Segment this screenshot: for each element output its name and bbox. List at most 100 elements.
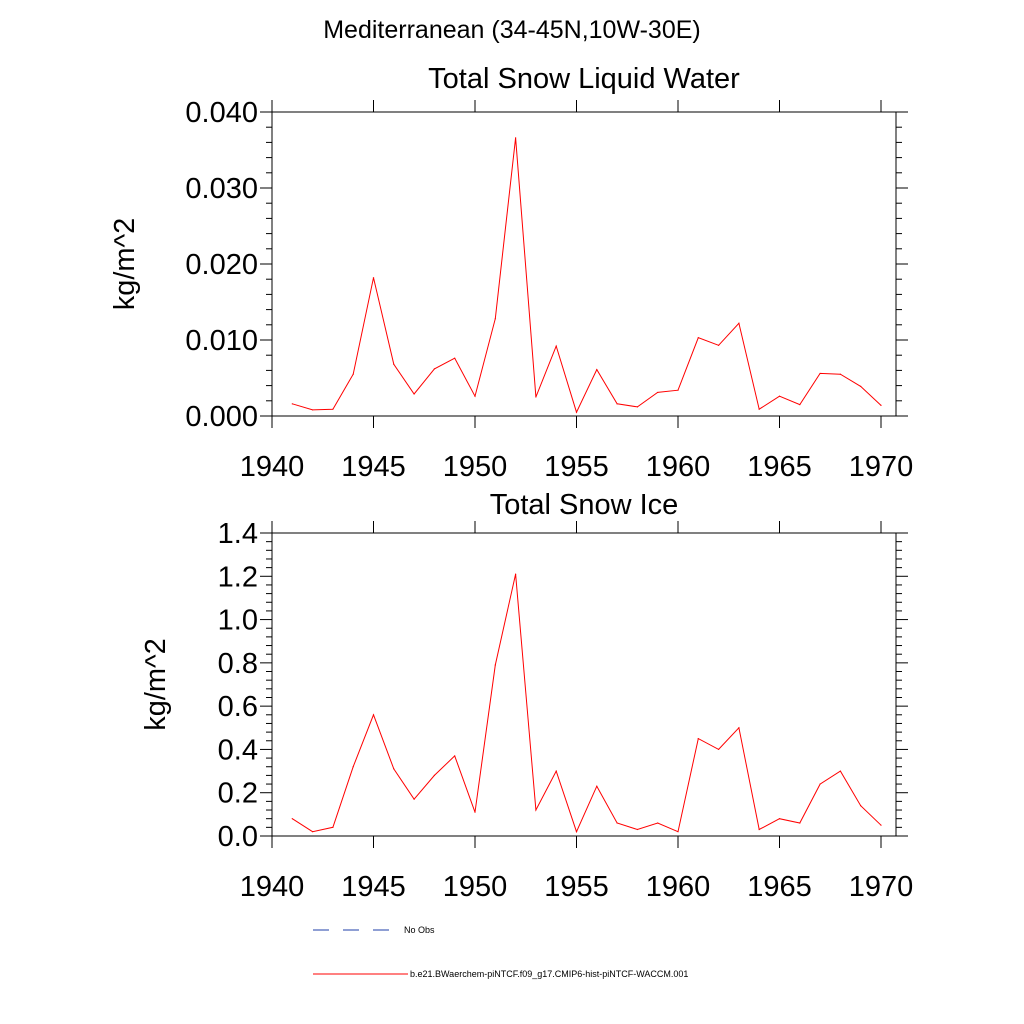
y-tick-label: 1.0 [218, 605, 258, 637]
x-tick-label: 1940 [240, 871, 305, 903]
data-point [312, 409, 314, 411]
data-point [677, 389, 679, 391]
data-point [839, 770, 842, 772]
data-point [778, 818, 781, 820]
y-tick-label: 0.030 [185, 173, 258, 205]
y-tick-label: 0.040 [185, 97, 258, 129]
x-tick-label: 1940 [240, 451, 305, 483]
y-tick-label: 0.2 [218, 778, 258, 810]
data-point [697, 738, 699, 740]
data-point [677, 831, 679, 833]
data-point [352, 766, 354, 768]
data-point [332, 826, 334, 828]
data-point [738, 727, 740, 729]
data-point [799, 822, 801, 824]
series-line [292, 137, 882, 414]
data-point [454, 755, 456, 757]
data-point [515, 137, 517, 139]
data-point [555, 345, 557, 347]
data-point [494, 318, 496, 320]
x-tick-label: 1955 [544, 451, 609, 483]
data-point [819, 783, 821, 785]
data-point [880, 824, 882, 826]
data-point [860, 805, 862, 807]
data-point [657, 822, 659, 824]
y-axis-label: kg/m^2 [140, 638, 172, 731]
data-point [657, 391, 659, 394]
plot-frame [271, 532, 897, 837]
panel-title: Total Snow Ice [490, 489, 679, 521]
data-point [860, 385, 862, 387]
data-point [312, 831, 314, 833]
x-tick-label: 1970 [849, 451, 914, 483]
data-point [758, 828, 760, 831]
x-tick-label: 1955 [544, 871, 609, 903]
x-tick-label: 1945 [341, 871, 406, 903]
data-point [515, 573, 517, 575]
data-point [433, 774, 435, 777]
data-point [778, 395, 781, 397]
data-point [799, 404, 801, 406]
panel-title: Total Snow Liquid Water [428, 63, 740, 95]
y-tick-label: 0.8 [218, 648, 258, 680]
x-tick-label: 1965 [747, 871, 812, 903]
data-point [535, 809, 537, 811]
x-tick-label: 1950 [443, 871, 508, 903]
data-point [372, 714, 375, 716]
x-tick-label: 1970 [849, 871, 914, 903]
data-point [636, 406, 639, 408]
data-point [413, 798, 415, 800]
data-point [575, 411, 578, 413]
data-point [616, 822, 618, 824]
data-point [474, 811, 476, 813]
x-tick-label: 1950 [443, 451, 508, 483]
x-tick-label: 1960 [646, 451, 711, 483]
data-point [758, 408, 760, 410]
x-tick-label: 1960 [646, 871, 711, 903]
data-point [738, 322, 740, 324]
data-point [596, 785, 598, 787]
y-tick-label: 0.6 [218, 691, 258, 723]
data-point [372, 277, 375, 279]
data-point [636, 828, 639, 831]
x-tick-label: 1945 [341, 451, 406, 483]
data-point [880, 404, 882, 406]
data-point [413, 393, 415, 395]
plot-frame [271, 111, 897, 417]
data-point [718, 344, 720, 346]
data-point [718, 748, 720, 751]
y-tick-label: 0.4 [218, 734, 258, 766]
data-point [819, 372, 821, 375]
panel-snow-liquid-water: Total Snow Liquid Water 0.000 0.010 0.020 0.… [109, 63, 913, 483]
data-point [291, 818, 293, 820]
data-point [575, 831, 578, 833]
y-tick-label: 0.010 [185, 325, 258, 357]
data-point [535, 396, 537, 398]
legend: No Obs b.e21.BWaerchem-piNTCF.f09_g17.CMI… [313, 925, 688, 979]
data-point [839, 373, 842, 375]
data-point [393, 768, 395, 770]
data-point [616, 403, 618, 405]
panel-snow-ice: Total Snow Ice 0.0 0.2 0.4 0.6 0.8 1.0 1.2 1.4 19… [140, 489, 913, 903]
y-tick-label: 1.4 [218, 518, 258, 550]
figure-suptitle: Mediterranean (34-45N,10W-30E) [323, 16, 701, 44]
y-axis-label: kg/m^2 [109, 218, 141, 311]
data-point [596, 369, 598, 371]
data-point [555, 770, 557, 772]
y-tick-label: 0.020 [185, 249, 258, 281]
data-point [494, 664, 496, 666]
series-line [292, 573, 882, 834]
data-point [474, 395, 476, 397]
data-point [393, 363, 395, 365]
y-tick-label: 0.0 [218, 821, 258, 853]
data-point [332, 408, 334, 410]
data-point [433, 368, 435, 370]
y-tick-label: 0.000 [185, 401, 258, 433]
y-tick-label: 1.2 [218, 561, 258, 593]
legend-obs-label: No Obs [404, 925, 435, 935]
data-point [352, 373, 354, 375]
data-point [697, 337, 699, 339]
data-point [454, 357, 456, 359]
data-point [291, 403, 293, 405]
